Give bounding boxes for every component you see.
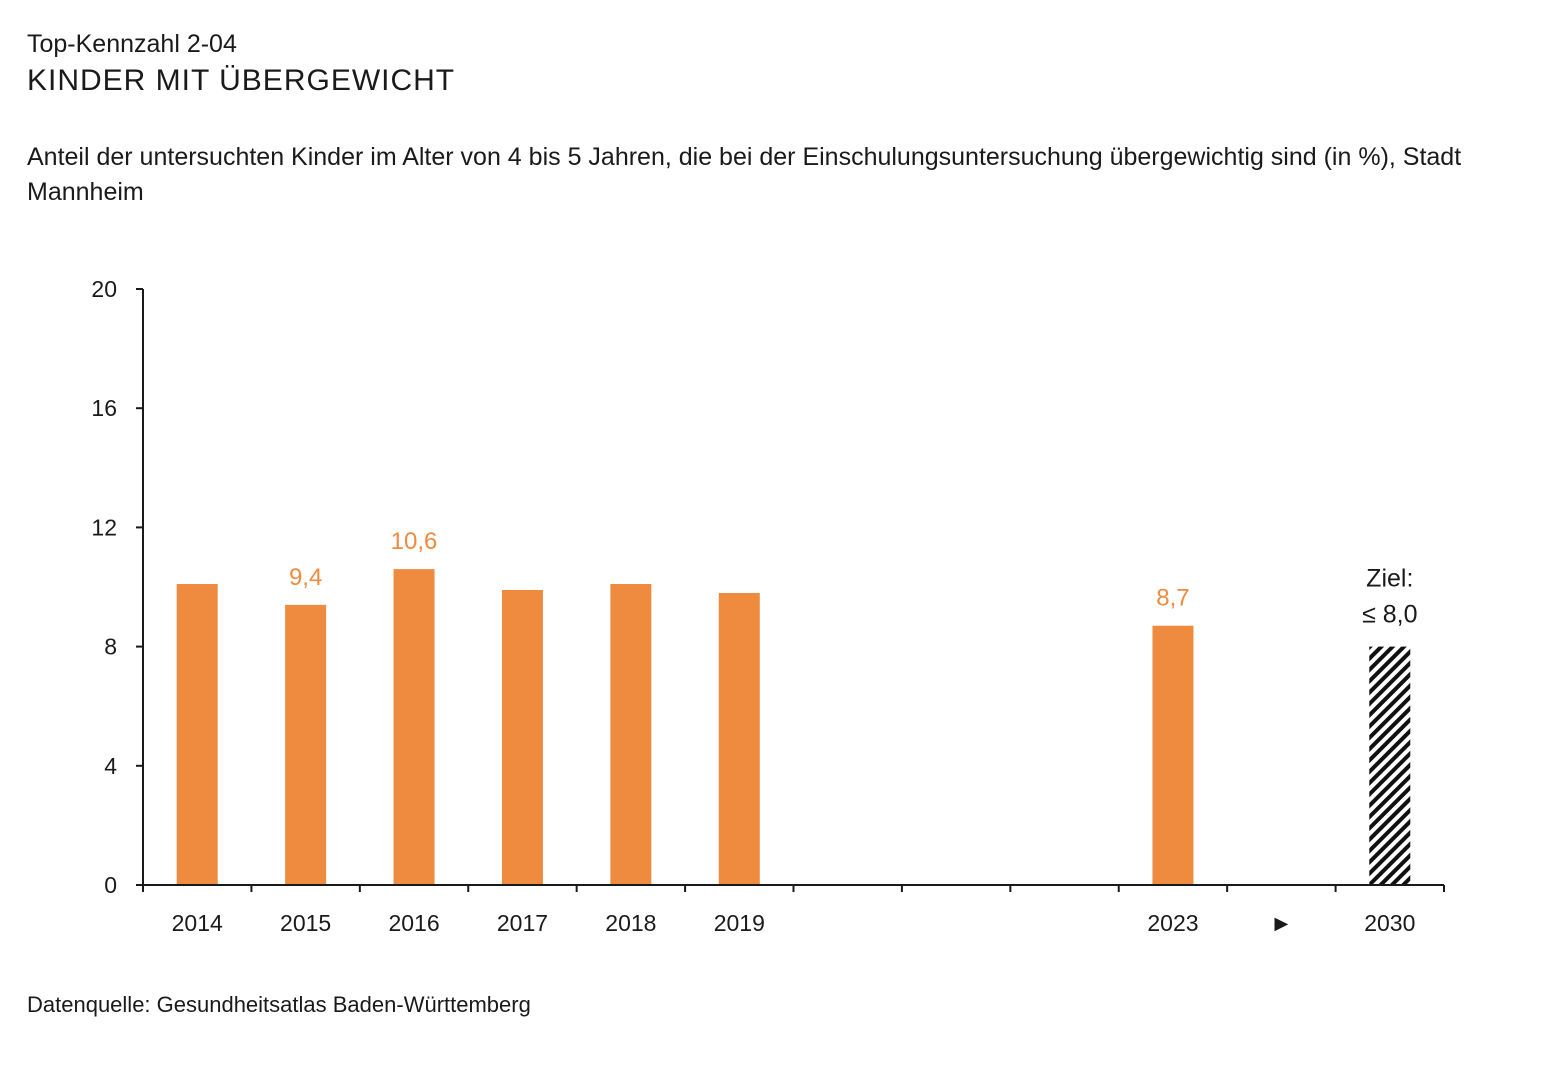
data-label: 10,6	[391, 528, 438, 555]
chart-title: KINDER MIT ÜBERGEWICHT	[27, 64, 456, 97]
bar	[1152, 625, 1194, 885]
bars-group	[176, 569, 1411, 885]
bar	[501, 589, 543, 885]
data-source-note: Datenquelle: Gesundheitsatlas Baden-Würt…	[27, 992, 531, 1017]
x-tick-label: ►	[1270, 910, 1293, 936]
kicker-label: Top-Kennzahl 2-04	[27, 30, 237, 58]
target-label-line2: ≤ 8,0	[1362, 601, 1417, 629]
y-tick-label: 12	[91, 514, 117, 540]
target-bar	[1369, 646, 1411, 885]
bar	[610, 584, 652, 885]
bar	[393, 569, 435, 885]
x-tick-label: 2019	[714, 910, 765, 936]
data-label: 9,4	[289, 564, 322, 591]
x-tick-label: 2016	[388, 910, 439, 936]
x-tick-label: 2030	[1364, 910, 1415, 936]
x-tick-label: 2023	[1147, 910, 1198, 936]
x-tick-label: 2017	[497, 910, 548, 936]
x-tick-label: 2018	[605, 910, 656, 936]
data-label: 8,7	[1156, 585, 1189, 612]
data-labels-group: 9,4 10,6 8,7 Ziel: ≤ 8,0	[289, 528, 1418, 628]
bar	[176, 584, 218, 885]
bar	[285, 604, 327, 885]
y-tick-label: 16	[91, 395, 117, 421]
x-tick-label: 2015	[280, 910, 331, 936]
bar	[718, 592, 760, 885]
y-tick-label: 4	[104, 753, 117, 779]
x-axis-ticks: 2014 2015 2016 2017 2018 2019 2023 ► 2030	[142, 885, 1445, 936]
y-tick-label: 8	[104, 634, 117, 660]
target-label-line1: Ziel:	[1366, 565, 1413, 593]
chart-subtitle: Anteil der untersuchten Kinder im Alter …	[27, 143, 1462, 206]
y-axis-ticks: 0 4 8 12 16 20	[91, 276, 143, 898]
y-tick-label: 0	[104, 872, 117, 898]
x-tick-label: 2014	[172, 910, 223, 936]
y-tick-label: 20	[91, 276, 117, 302]
